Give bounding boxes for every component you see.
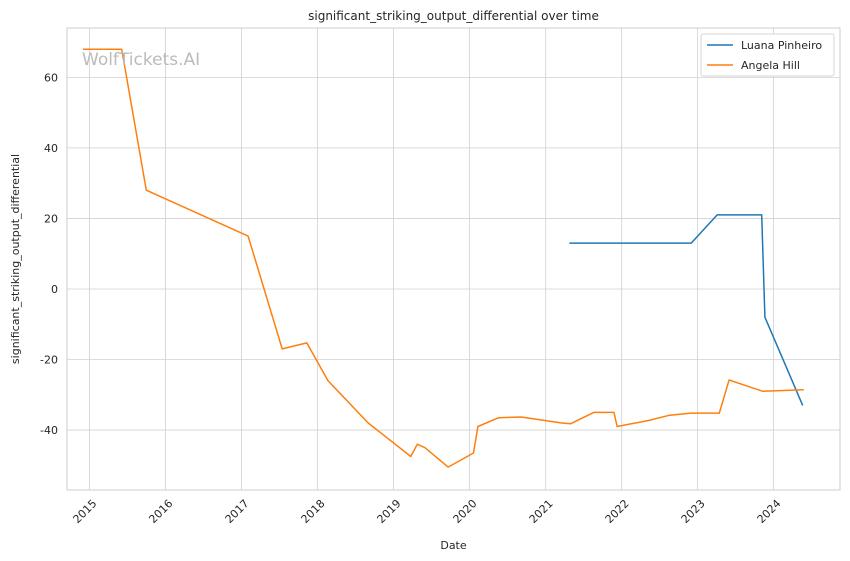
series-lines bbox=[83, 48, 804, 468]
x-tick-label: 2022 bbox=[603, 497, 632, 526]
x-tick-label: 2017 bbox=[223, 497, 252, 526]
legend-box bbox=[700, 33, 835, 77]
legend-entry: Luana Pinheiro bbox=[741, 39, 822, 52]
x-tick-label: 2016 bbox=[146, 497, 175, 526]
x-tick-label: 2018 bbox=[299, 497, 328, 526]
watermark: WolfTickets.AI bbox=[82, 50, 200, 70]
x-tick-label: 2020 bbox=[451, 497, 480, 526]
chart-title: significant_striking_output_differential… bbox=[308, 9, 599, 23]
y-tick-label: 60 bbox=[44, 71, 58, 84]
y-tick-label: -40 bbox=[40, 424, 58, 437]
series-line-luana-pinheiro bbox=[569, 214, 804, 406]
x-axis-label: Date bbox=[440, 539, 467, 552]
plot-frame bbox=[66, 27, 841, 491]
x-tick-label: 2021 bbox=[527, 497, 556, 526]
grid bbox=[67, 28, 840, 490]
x-tick-label: 2024 bbox=[755, 497, 784, 526]
legend-entry: Angela Hill bbox=[741, 59, 800, 72]
x-tick-label: 2023 bbox=[679, 497, 708, 526]
series-line-angela-hill bbox=[83, 48, 804, 468]
y-tick-label: 20 bbox=[44, 212, 58, 225]
legend: Luana Pinheiro Angela Hill bbox=[700, 33, 835, 77]
y-tick-label: 40 bbox=[44, 142, 58, 155]
y-axis-label: significant_striking_output_differential bbox=[9, 154, 22, 364]
x-tick-label: 2015 bbox=[71, 497, 100, 526]
x-tick-label: 2019 bbox=[375, 497, 404, 526]
y-tick-label: 0 bbox=[51, 283, 58, 296]
tick-labels: -40 -20 0 20 40 60 2015 2016 2017 2018 2019 2020 202… bbox=[40, 71, 784, 526]
y-tick-label: -20 bbox=[40, 354, 58, 367]
